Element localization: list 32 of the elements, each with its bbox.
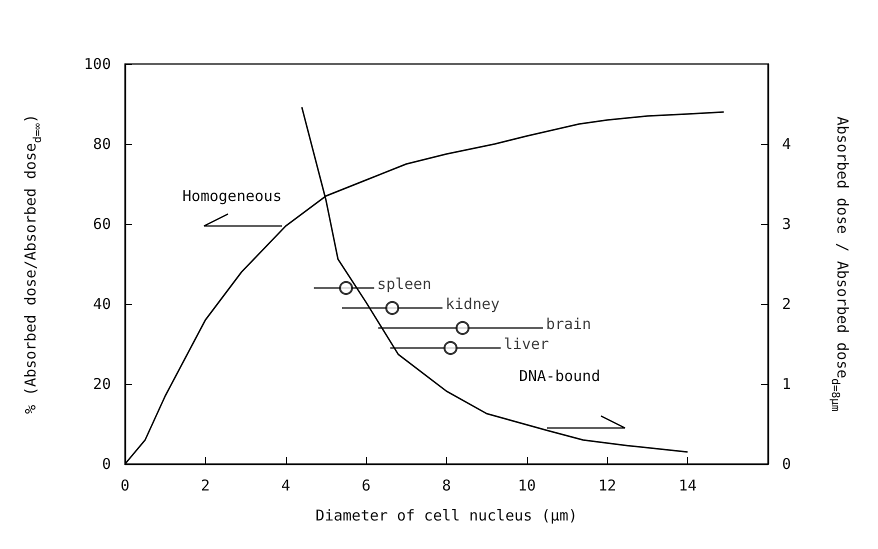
y2-axis-title: Absorbed dose / Absorbed dosed=8μm [829, 116, 852, 412]
y2-tick-label: 3 [782, 215, 792, 233]
y-tick-label: 100 [84, 55, 111, 73]
x-tick-label: 8 [442, 476, 452, 494]
annotation: DNA-bound [518, 367, 600, 385]
x-tick-label: 4 [281, 476, 290, 494]
x-tick-label: 0 [120, 476, 130, 494]
x-tick-label: 6 [362, 476, 371, 494]
x-axis-title: Diameter of cell nucleus (μm) [316, 506, 578, 524]
y-axis-title: % (Absorbed dose/Absorbed dosed=∞) [22, 114, 44, 414]
x-tick-label: 12 [598, 476, 616, 494]
text: liver [504, 335, 549, 353]
y2-tick-label: 2 [782, 295, 792, 313]
y-tick-label: 60 [92, 215, 111, 233]
y2-tick-label: 0 [782, 455, 792, 473]
y-tick-label: 20 [92, 375, 111, 393]
x-tick-label: 14 [678, 476, 697, 494]
y-tick-label: 40 [92, 295, 111, 313]
point [385, 301, 400, 315]
text: brain [546, 315, 592, 333]
point [339, 281, 354, 295]
text: kidney [445, 295, 500, 313]
x-tick-label: 2 [200, 476, 210, 494]
y-tick-label: 0 [102, 455, 111, 473]
y2-tick-label: 4 [782, 135, 792, 153]
x-tick-label: 10 [518, 476, 536, 494]
annotation: Homogeneous [182, 187, 282, 205]
point [456, 321, 470, 335]
y2-tick-label: 1 [782, 375, 792, 393]
point [444, 341, 458, 355]
y-tick-label: 80 [92, 135, 111, 153]
series-label: spleen [377, 275, 432, 293]
